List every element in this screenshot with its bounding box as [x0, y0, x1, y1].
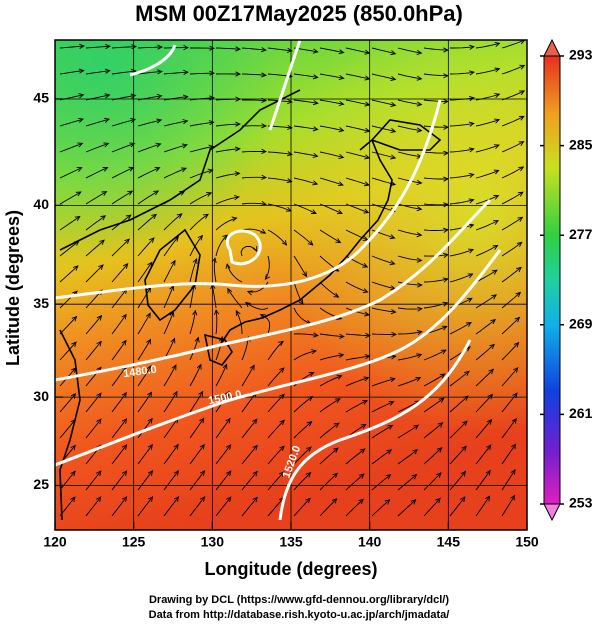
- x-tick-label: 130: [201, 534, 225, 550]
- colorbar-tick-label: 293: [569, 47, 593, 63]
- colorbar-extend: [544, 504, 560, 520]
- x-tick-label: 135: [279, 534, 303, 550]
- y-tick-label: 35: [33, 295, 49, 311]
- y-tick-label: 30: [33, 388, 49, 404]
- y-tick-label: 40: [33, 196, 49, 212]
- colorbar-tick-label: 261: [569, 405, 593, 421]
- colorbar-tick-label: 269: [569, 316, 593, 332]
- colorbar-extend: [544, 40, 560, 56]
- colorbar-tick-label: 285: [569, 136, 593, 152]
- colorbar-scale: [544, 56, 560, 504]
- y-tick-label: 25: [33, 476, 49, 492]
- footnote: Drawing by DCL (https://www.gfd-dennou.o…: [149, 594, 449, 606]
- x-tick-label: 125: [122, 534, 146, 550]
- colorbar-tick-label: 253: [569, 495, 593, 511]
- colorbar-tick-label: 277: [569, 226, 593, 242]
- y-tick-label: 45: [33, 90, 49, 106]
- x-tick-label: 140: [358, 534, 382, 550]
- chart-title: MSM 00Z17May2025 (850.0hPa): [135, 1, 463, 26]
- x-tick-label: 145: [437, 534, 461, 550]
- x-axis-label: Longitude (degrees): [204, 559, 377, 579]
- x-tick-label: 150: [515, 534, 539, 550]
- colorbar: 253 261 269 277 285 293: [540, 40, 593, 520]
- streamline: [242, 151, 266, 152]
- y-axis-label: Latitude (degrees): [3, 210, 23, 366]
- x-tick-label: 120: [43, 534, 67, 550]
- footnote: Data from http://database.rish.kyoto-u.a…: [149, 609, 450, 621]
